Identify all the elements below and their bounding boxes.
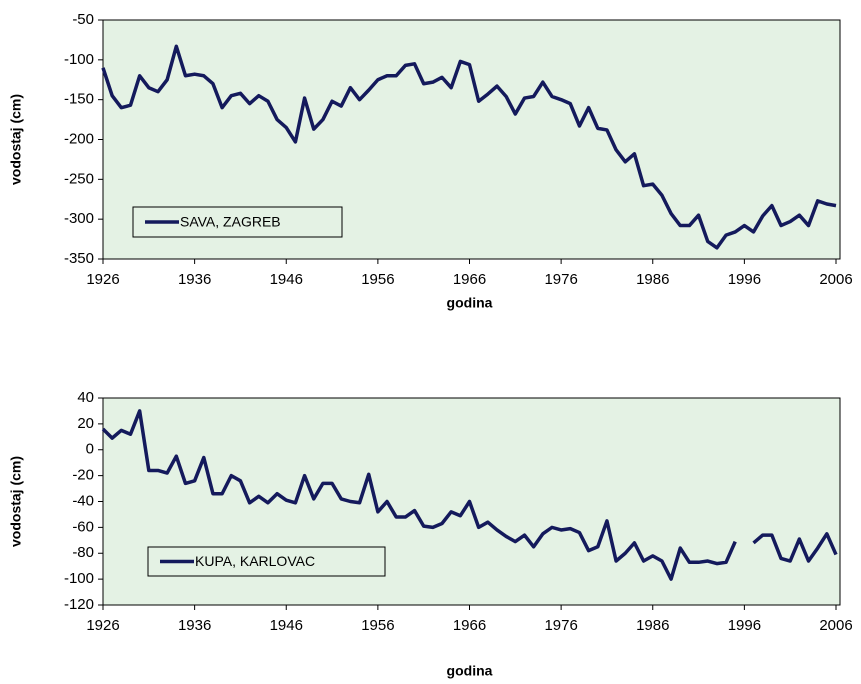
x-tick-label: 1946 [270,271,303,288]
y-tick-label: -200 [64,130,94,147]
y-tick-label: 0 [86,441,94,458]
x-tick-label: 1976 [544,617,577,634]
y-tick-label: -100 [64,570,94,587]
y-tick-label: -50 [72,11,94,28]
x-tick-label: 1936 [178,617,211,634]
x-tick-label: 1966 [453,271,486,288]
x-tick-label: 1996 [728,271,761,288]
x-tick-label: 1966 [453,617,486,634]
x-tick-label: 1926 [86,271,119,288]
x-tick-label: 1936 [178,271,211,288]
x-axis-label: godina [447,295,493,311]
y-tick-label: -150 [64,91,94,108]
y-tick-label: 20 [77,415,94,432]
x-tick-label: 1946 [270,617,303,634]
y-axis-label: vodostaj (cm) [8,456,24,547]
y-tick-label: -300 [64,210,94,227]
data-line [101,44,837,250]
y-tick-label: -20 [72,467,94,484]
x-tick-label: 2006 [819,617,852,634]
x-tick-label: 1986 [636,617,669,634]
x-tick-label: 1956 [361,271,394,288]
x-tick-label: 1956 [361,617,394,634]
data-line [101,409,838,581]
x-tick-label: 1986 [636,271,669,288]
legend-label: KUPA, KARLOVAC [195,553,315,569]
y-tick-label: -350 [64,250,94,267]
x-tick-label: 1996 [728,617,761,634]
x-axis-label: godina [447,663,493,679]
x-tick-label: 1976 [544,271,577,288]
y-tick-label: 40 [77,389,94,406]
y-tick-label: -60 [72,518,94,535]
y-tick-label: -120 [64,596,94,613]
x-tick-label: 1926 [86,617,119,634]
y-axis-label: vodostaj (cm) [8,94,24,185]
y-tick-label: -40 [72,492,94,509]
x-tick-label: 2006 [819,271,852,288]
y-tick-label: -100 [64,51,94,68]
y-tick-label: -80 [72,544,94,561]
y-tick-label: -250 [64,170,94,187]
legend-label: SAVA, ZAGREB [180,214,281,230]
